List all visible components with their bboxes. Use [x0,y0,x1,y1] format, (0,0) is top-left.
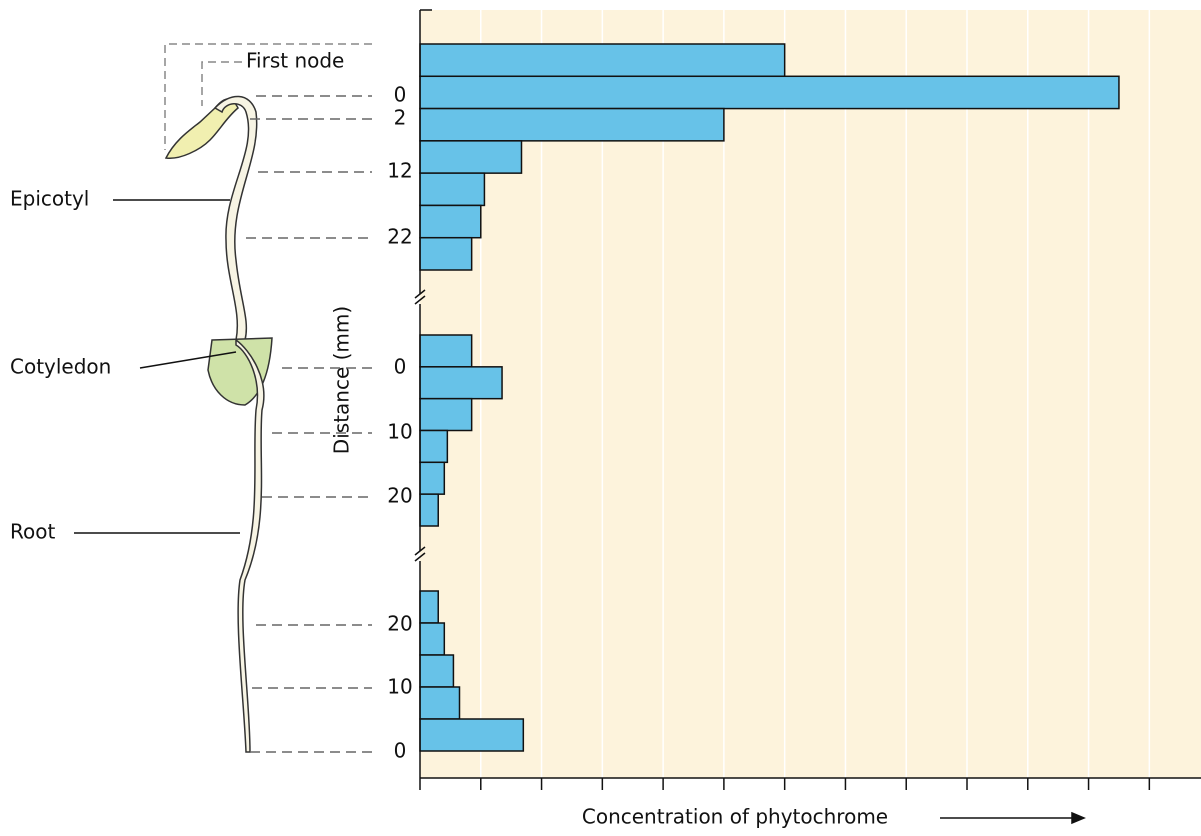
bar [419,107,725,142]
bar [419,493,439,527]
bar [419,429,449,464]
bar [419,204,482,239]
axes [414,9,1201,779]
y-tick-label: 10 [387,675,412,699]
annotation: Root [10,520,55,544]
annotation-lines [74,43,372,534]
y-tick-label: 0 [394,739,407,763]
y-tick-label: 12 [387,159,412,183]
bar [419,654,455,688]
y-axis-label: Distance (mm) [330,306,354,454]
y-tick-label: 20 [387,484,412,508]
y-tick-label: 0 [394,355,407,379]
bar [419,622,446,656]
bar [419,718,525,752]
y-tick-label: 0 [394,83,407,107]
bar [419,236,473,271]
annotation: Epicotyl [10,187,89,211]
bar [419,140,523,174]
x-axis-arrow [940,811,1086,825]
bar [419,397,473,432]
y-tick-label: 22 [387,225,412,249]
bar [419,461,446,495]
plant [164,95,273,753]
bar [419,43,786,78]
bar [419,590,439,624]
x-axis-label: Concentration of phytochrome [582,805,888,829]
annotation: First node [246,49,344,73]
y-tick-label: 2 [394,106,407,130]
bar [419,334,473,368]
annotation: Cotyledon [10,355,111,379]
y-tick-label: 20 [387,612,412,636]
bar [419,75,1120,110]
bar [419,686,461,720]
bar [419,366,503,400]
bar [419,172,486,207]
y-tick-label: 10 [387,420,412,444]
